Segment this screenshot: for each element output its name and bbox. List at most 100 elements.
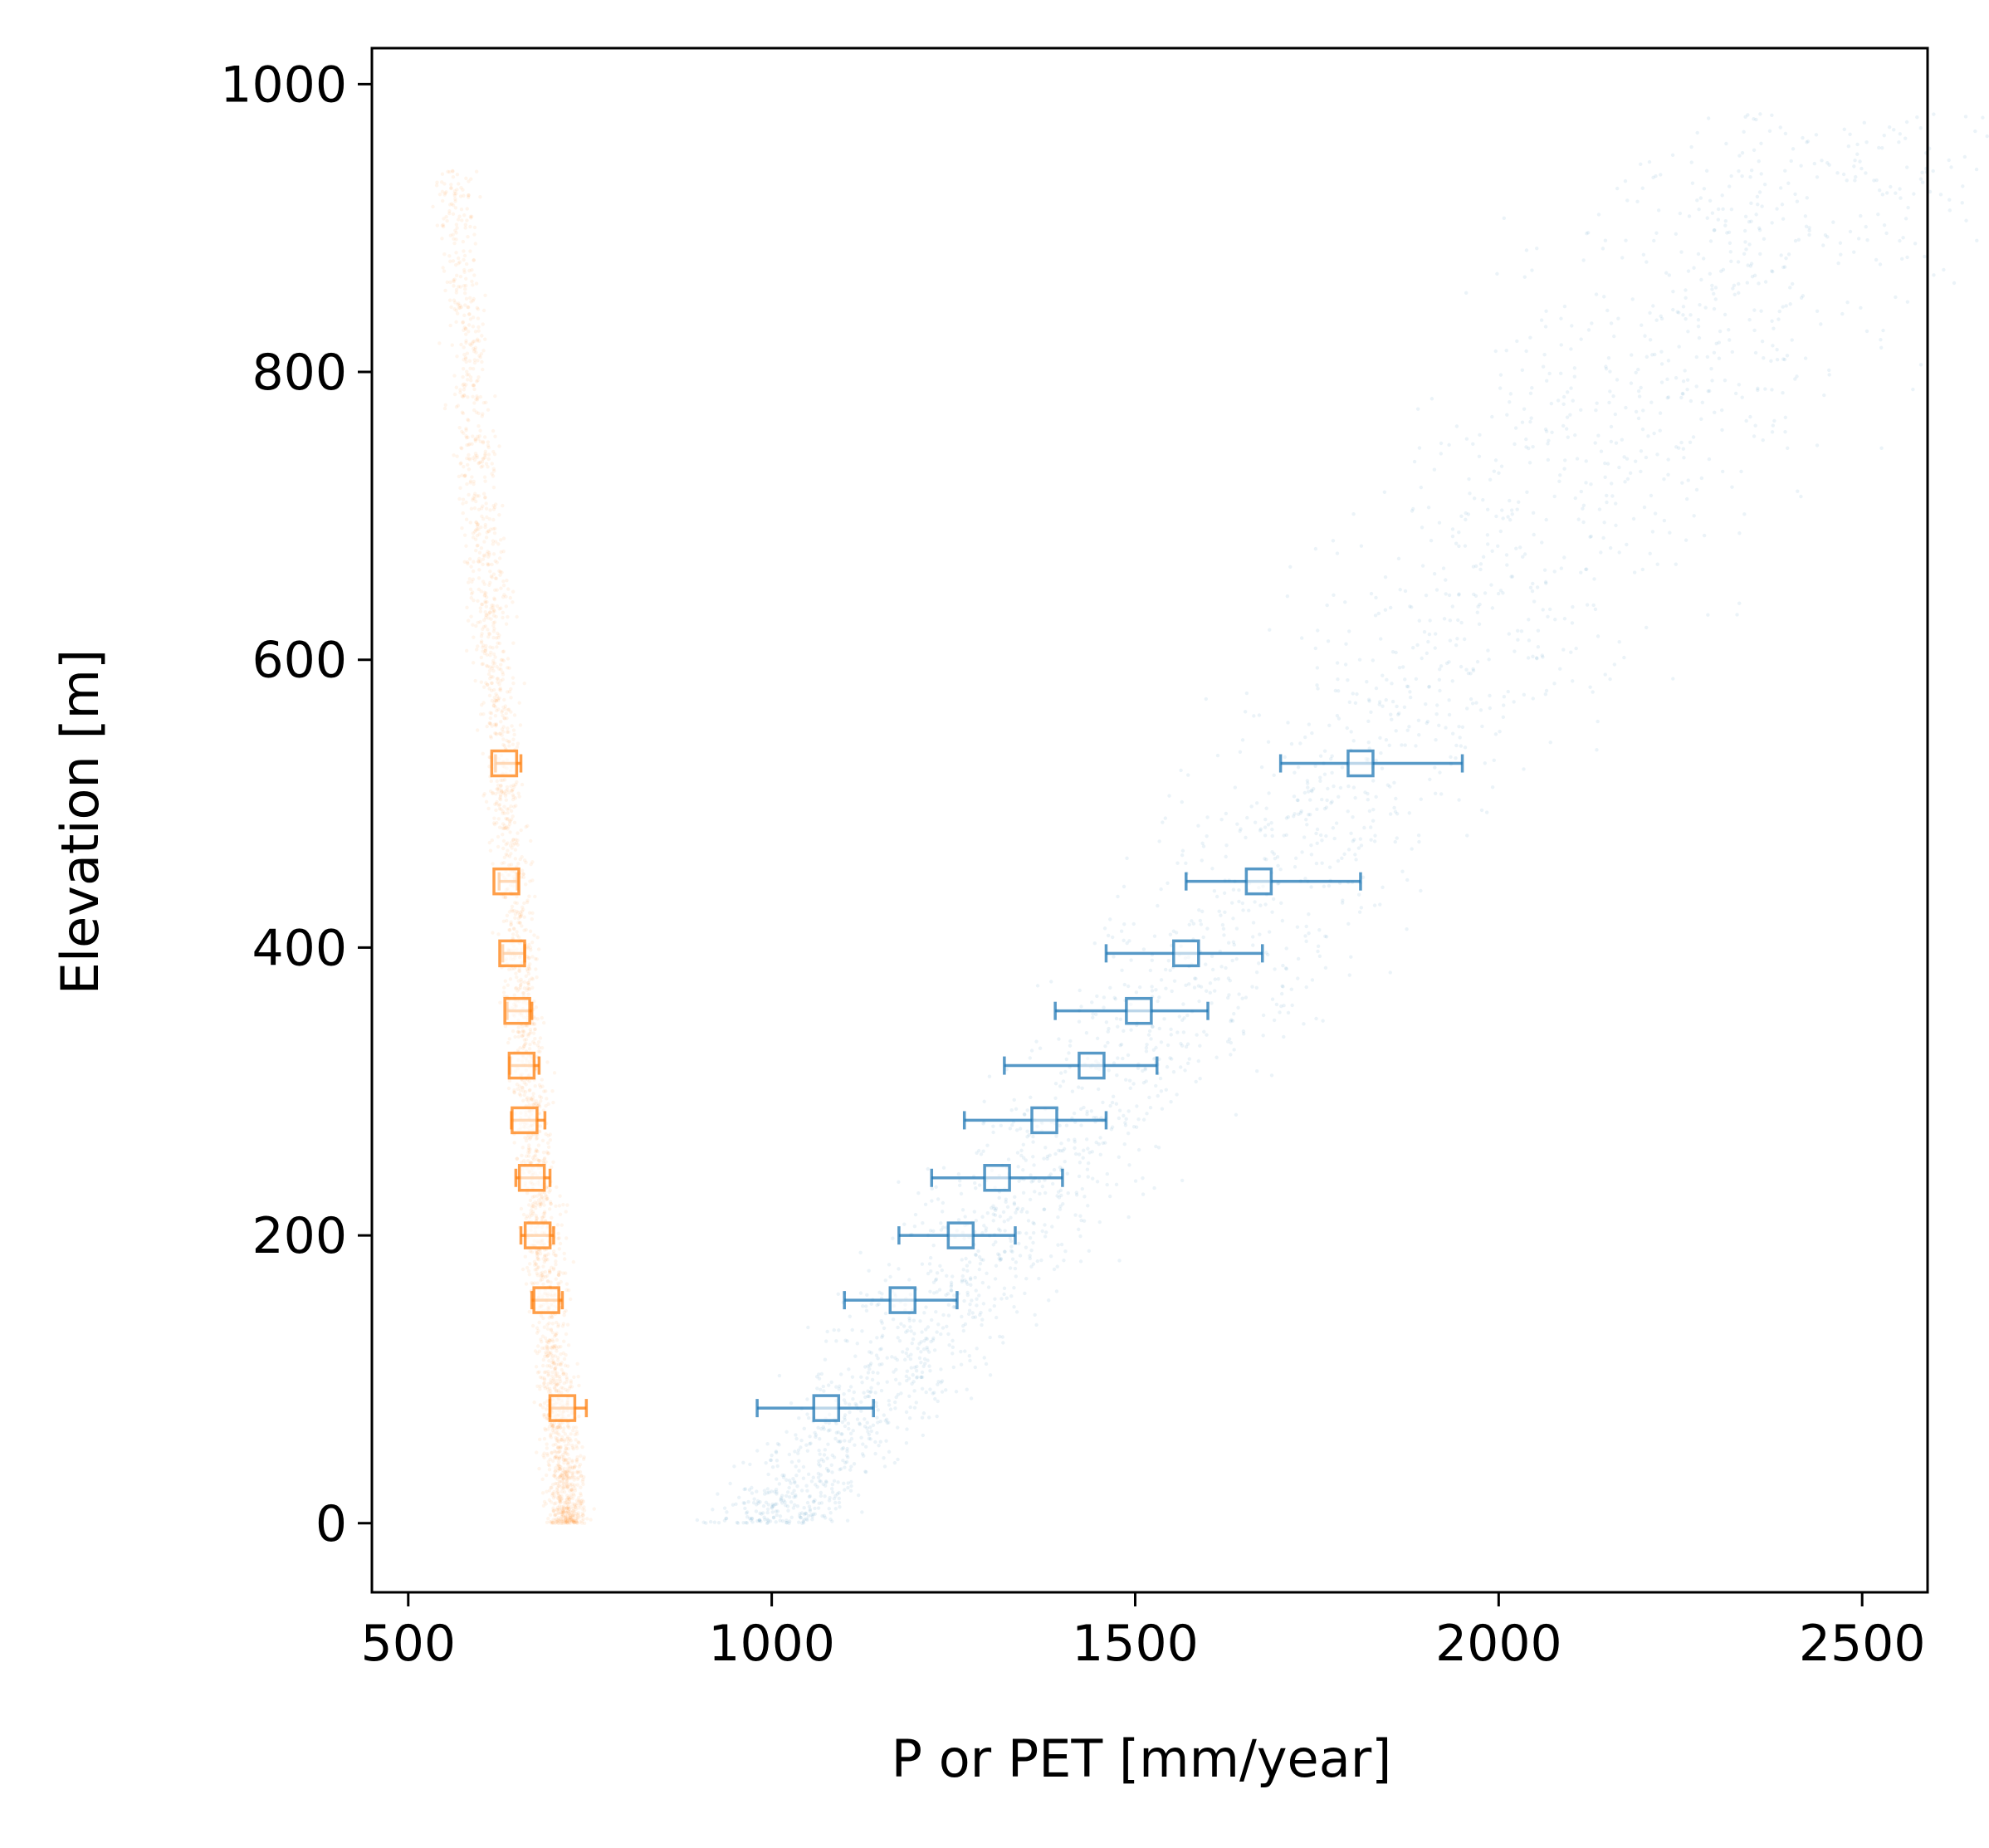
p-cloud-point (1392, 806, 1395, 809)
pet-cloud-point (487, 687, 491, 690)
p-cloud-point (1476, 610, 1479, 614)
pet-cloud-point (554, 1263, 557, 1266)
p-cloud-point (1078, 1175, 1081, 1178)
pet-cloud-point (557, 1274, 560, 1277)
p-cloud-point (1379, 751, 1382, 755)
p-cloud-point (1683, 369, 1686, 372)
p-cloud-point (1571, 605, 1574, 609)
p-cloud-point (1373, 839, 1376, 843)
p-cloud-point (1367, 741, 1371, 744)
p-cloud-point (1315, 683, 1318, 687)
pet-cloud-point (522, 873, 525, 876)
p-cloud-point (823, 1484, 827, 1487)
p-cloud-point (867, 1371, 870, 1374)
pet-cloud-point (516, 979, 520, 982)
pet-cloud-point (504, 1024, 507, 1028)
pet-cloud-point (491, 931, 494, 934)
p-cloud-point (1442, 566, 1445, 570)
p-cloud-point (1290, 742, 1293, 746)
p-cloud-point (1459, 515, 1463, 518)
p-cloud-point (1779, 125, 1782, 129)
p-cloud-point (1044, 1230, 1048, 1234)
p-cloud-point (923, 1357, 926, 1361)
p-cloud-point (1038, 1180, 1041, 1183)
p-cloud-point (825, 1467, 828, 1470)
p-cloud-point (1708, 457, 1711, 461)
p-cloud-point (1514, 546, 1517, 550)
pet-cloud-point (507, 744, 511, 747)
p-cloud-point (1105, 1020, 1108, 1024)
pet-cloud-point (520, 783, 524, 786)
p-cloud-point (804, 1444, 808, 1447)
p-cloud-point (817, 1475, 820, 1479)
pet-cloud-point (521, 1099, 525, 1102)
p-cloud-point (1169, 932, 1172, 936)
p-cloud-point (1570, 324, 1573, 327)
p-cloud-point (1713, 307, 1716, 310)
p-cloud-point (1239, 750, 1242, 754)
p-cloud-point (1123, 1121, 1126, 1124)
p-cloud-point (1144, 1068, 1147, 1071)
p-cloud-point (1045, 1157, 1048, 1161)
p-cloud-point (1122, 939, 1125, 942)
p-cloud-point (818, 1376, 821, 1380)
p-cloud-point (1198, 1044, 1201, 1048)
p-cloud-point (1728, 184, 1731, 188)
p-cloud-point (830, 1519, 833, 1523)
pet-cloud-point (462, 271, 466, 274)
pet-cloud-point (453, 199, 457, 203)
pet-cloud-point (579, 1503, 582, 1507)
p-cloud-point (918, 1357, 921, 1360)
p-cloud-point (1604, 364, 1607, 368)
p-cloud-point (834, 1507, 838, 1510)
p-cloud-point (1337, 795, 1340, 799)
pet-cloud-point (506, 615, 509, 618)
p-cloud-point (1278, 868, 1282, 871)
pet-cloud-point (494, 809, 497, 812)
p-cloud-point (1394, 840, 1397, 843)
p-cloud-point (1041, 1230, 1044, 1233)
p-cloud-point (1341, 898, 1344, 902)
p-cloud-point (1587, 328, 1591, 331)
p-cloud-point (1213, 989, 1216, 992)
p-cloud-point (1421, 564, 1425, 567)
p-cloud-point (1290, 1004, 1293, 1007)
pet-cloud-point (542, 1358, 545, 1362)
p-cloud-point (1198, 1077, 1201, 1080)
pet-cloud-point (502, 659, 506, 662)
p-cloud-point (1037, 1277, 1040, 1280)
p-cloud-point (1522, 767, 1525, 770)
p-cloud-point (975, 1347, 978, 1350)
p-cloud-point (1019, 1254, 1022, 1257)
p-cloud-point (1145, 1046, 1148, 1049)
pet-cloud-point (535, 1265, 539, 1269)
p-cloud-point (819, 1491, 823, 1494)
p-cloud-point (1047, 1298, 1050, 1302)
pet-cloud-point (570, 1460, 574, 1464)
p-cloud-point (1486, 508, 1489, 511)
p-cloud-point (1223, 892, 1226, 895)
p-cloud-point (1029, 1173, 1032, 1176)
p-cloud-point (755, 1519, 759, 1523)
pet-cloud-point (448, 299, 452, 302)
p-cloud-point (928, 1387, 931, 1391)
p-cloud-point (1077, 1085, 1080, 1088)
p-cloud-point (1544, 325, 1547, 328)
p-cloud-point (742, 1488, 745, 1491)
p-cloud-point (1073, 1138, 1076, 1142)
pet-cloud-point (559, 1352, 562, 1356)
p-cloud-point (1523, 552, 1527, 555)
p-cloud-point (1357, 846, 1361, 849)
p-cloud-point (1346, 785, 1350, 788)
pet-cloud-point (528, 1262, 531, 1265)
p-cloud-point (951, 1352, 954, 1355)
p-cloud-point (1173, 979, 1176, 982)
p-cloud-point (755, 1489, 758, 1493)
p-cloud-point (1145, 1112, 1148, 1115)
p-cloud-point (1827, 369, 1830, 372)
pet-cloud-point (539, 1385, 542, 1388)
p-cloud-point (1005, 1297, 1009, 1300)
p-cloud-point (1503, 695, 1506, 698)
pet-cloud-point (498, 574, 501, 577)
p-cloud-point (1099, 1153, 1102, 1156)
